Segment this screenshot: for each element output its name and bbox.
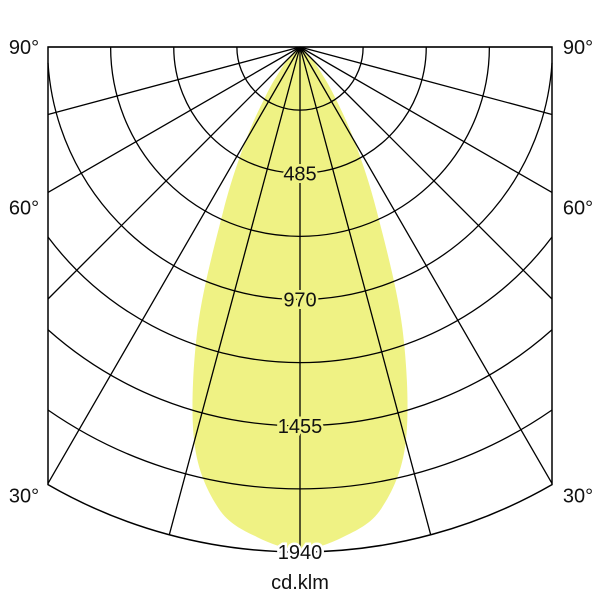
grid-radial-line bbox=[47, 46, 301, 194]
radial-tick-label: 485 bbox=[283, 163, 316, 185]
grid-radial-line bbox=[47, 46, 301, 484]
grid-radial-line bbox=[299, 46, 432, 535]
angle-label-right: 30° bbox=[563, 485, 593, 507]
unit-label: cd.klm bbox=[271, 572, 329, 594]
grid-radial-line bbox=[47, 46, 301, 116]
grid-radial-line bbox=[299, 46, 553, 116]
angle-label-left: 30° bbox=[9, 485, 39, 507]
angle-label-right: 90° bbox=[563, 37, 593, 59]
grid-radial-line bbox=[299, 46, 553, 194]
radial-tick-label: 970 bbox=[283, 290, 316, 312]
angle-label-left: 60° bbox=[9, 197, 39, 219]
angle-label-right: 60° bbox=[563, 197, 593, 219]
chart-frame bbox=[47, 46, 553, 553]
angle-label-left: 90° bbox=[9, 37, 39, 59]
grid-radial-line bbox=[299, 46, 553, 300]
grid-radial-line bbox=[47, 46, 301, 300]
radial-tick-label: 1940 bbox=[278, 542, 323, 564]
grid-radial-line bbox=[299, 46, 553, 484]
radial-tick-label: 1455 bbox=[278, 416, 323, 438]
grid-radial-line bbox=[168, 46, 301, 535]
